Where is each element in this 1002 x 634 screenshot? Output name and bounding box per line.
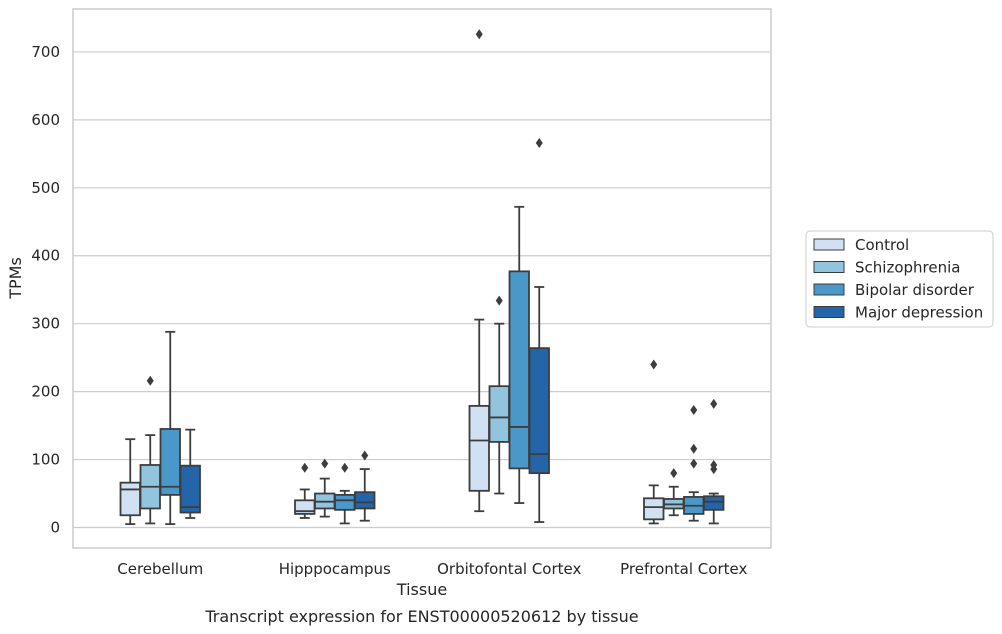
box-schizophrenia (488, 295, 510, 495)
box-schizophrenia (314, 458, 336, 518)
outlier-point (650, 359, 658, 370)
box-major-depression (703, 398, 725, 525)
y-tick-label: 400 (31, 247, 60, 265)
box-control (643, 359, 665, 525)
box-iqr (119, 481, 141, 517)
y-tick-label: 700 (31, 43, 60, 61)
outlier-point (341, 462, 349, 473)
box-bipolar-disorder (159, 330, 181, 526)
category-group (119, 330, 201, 526)
box-iqr (468, 404, 490, 492)
box-iqr (334, 493, 356, 511)
y-tick-label: 0 (50, 519, 60, 537)
legend-label: Major depression (855, 304, 983, 322)
legend-item: Control (813, 236, 909, 254)
legend-label: Bipolar disorder (855, 281, 975, 299)
legend-frame (805, 230, 994, 328)
box-control (119, 438, 141, 526)
outlier-point (361, 450, 369, 461)
legend-item: Schizophrenia (813, 259, 960, 277)
x-axis-label: Tissue (396, 580, 447, 599)
plot-frame (72, 8, 772, 549)
outlier-point (690, 404, 698, 415)
box-iqr (528, 347, 550, 475)
y-tick-label: 600 (31, 111, 60, 129)
legend-swatch (813, 283, 845, 296)
legend: Control Schizophrenia Bipolar disorder Majo… (805, 230, 994, 328)
y-tick-label: 200 (31, 383, 60, 401)
outlier-point (690, 458, 698, 469)
x-tick-label: Cerebellum (117, 560, 203, 578)
outlier-point (301, 462, 309, 473)
y-axis-label: TPMs (6, 257, 25, 300)
box-iqr (354, 491, 376, 510)
chart-caption: Transcript expression for ENST0000052061… (204, 607, 638, 626)
outlier-point (535, 137, 543, 148)
outlier-point (690, 443, 698, 454)
box-iqr (703, 495, 725, 511)
outlier-point (495, 295, 503, 306)
box-iqr (179, 464, 201, 514)
box-iqr (508, 270, 530, 470)
grid-lines (73, 51, 771, 529)
y-tick-label: 300 (31, 315, 60, 333)
legend-label: Schizophrenia (855, 259, 960, 277)
legend-swatch (813, 238, 845, 251)
box-major-depression (179, 428, 201, 519)
x-tick-label: Hipppocampus (279, 560, 391, 578)
box-bipolar-disorder (508, 205, 530, 504)
outlier-point (321, 458, 329, 469)
outlier-point (475, 29, 483, 40)
box-schizophrenia (139, 375, 161, 525)
box-bipolar-disorder (683, 404, 705, 522)
box-groups (119, 29, 725, 526)
y-tick-labels: 0 100 200 300 400 500 600 700 (31, 43, 60, 537)
box-bipolar-disorder (334, 462, 356, 525)
x-tick-label: Orbitofontal Cortex (437, 560, 581, 578)
legend-label: Control (855, 236, 909, 254)
legend-swatch (813, 261, 845, 273)
x-tick-label: Prefrontal Cortex (620, 560, 747, 578)
box-major-depression (354, 450, 376, 522)
outlier-point (670, 468, 678, 479)
box-control (294, 462, 316, 519)
outlier-point (710, 398, 718, 409)
box-iqr (488, 385, 510, 443)
legend-item: Bipolar disorder (813, 281, 975, 299)
category-group (643, 359, 725, 525)
outlier-point (710, 459, 718, 470)
box-iqr (643, 497, 665, 521)
category-group (294, 450, 376, 525)
x-tick-labels: Cerebellum Hipppocampus Orbitofontal Corte… (117, 560, 747, 578)
box-control (468, 29, 490, 513)
box-schizophrenia (663, 468, 685, 517)
legend-item: Major depression (813, 304, 983, 322)
box-major-depression (528, 137, 550, 523)
outlier-point (146, 375, 154, 386)
category-group (468, 29, 550, 523)
y-tick-label: 100 (31, 451, 60, 469)
legend-swatch (813, 306, 845, 318)
box-iqr (159, 428, 181, 496)
y-tick-label: 500 (31, 179, 60, 197)
